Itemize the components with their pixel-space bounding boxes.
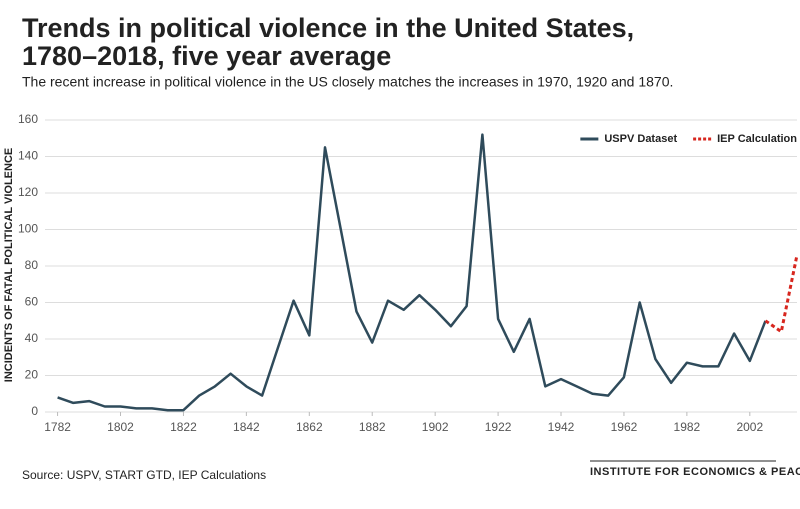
x-tick-label: 1882 <box>359 420 386 434</box>
y-tick-label: 40 <box>25 331 39 345</box>
y-tick-label: 60 <box>25 295 39 309</box>
subtitle: The recent increase in political violenc… <box>22 74 673 90</box>
x-tick-label: 1902 <box>422 420 449 434</box>
y-tick-label: 80 <box>25 258 39 272</box>
legend-label: USPV Dataset <box>604 133 677 145</box>
series-line <box>764 254 799 334</box>
x-tick-label: 1942 <box>548 420 575 434</box>
y-tick-label: 0 <box>31 404 38 418</box>
legend-label: IEP Calculation <box>717 133 797 145</box>
x-tick-label: 1962 <box>611 420 638 434</box>
x-tick-label: 2002 <box>736 420 763 434</box>
x-tick-label: 1822 <box>170 420 197 434</box>
x-tick-label: 1982 <box>674 420 701 434</box>
series-line <box>57 133 767 412</box>
y-tick-label: 20 <box>25 368 39 382</box>
logo: INSTITUTE FOR ECONOMICS & PEACE <box>590 466 800 478</box>
y-tick-label: 140 <box>18 149 38 163</box>
x-tick-label: 1922 <box>485 420 512 434</box>
y-tick-label: 160 <box>18 112 38 126</box>
y-axis-label: INCIDENTS OF FATAL POLITICAL VIOLENCE <box>3 148 15 382</box>
x-tick-label: 1802 <box>107 420 134 434</box>
x-tick-label: 1782 <box>44 420 71 434</box>
y-tick-label: 100 <box>18 222 38 236</box>
x-tick-label: 1842 <box>233 420 260 434</box>
chart-title: Trends in political violence in the Unit… <box>22 13 634 43</box>
source: Source: USPV, START GTD, IEP Calculation… <box>22 468 266 482</box>
y-tick-label: 120 <box>18 185 38 199</box>
chart-title: 1780–2018, five year average <box>22 41 391 71</box>
x-tick-label: 1862 <box>296 420 323 434</box>
